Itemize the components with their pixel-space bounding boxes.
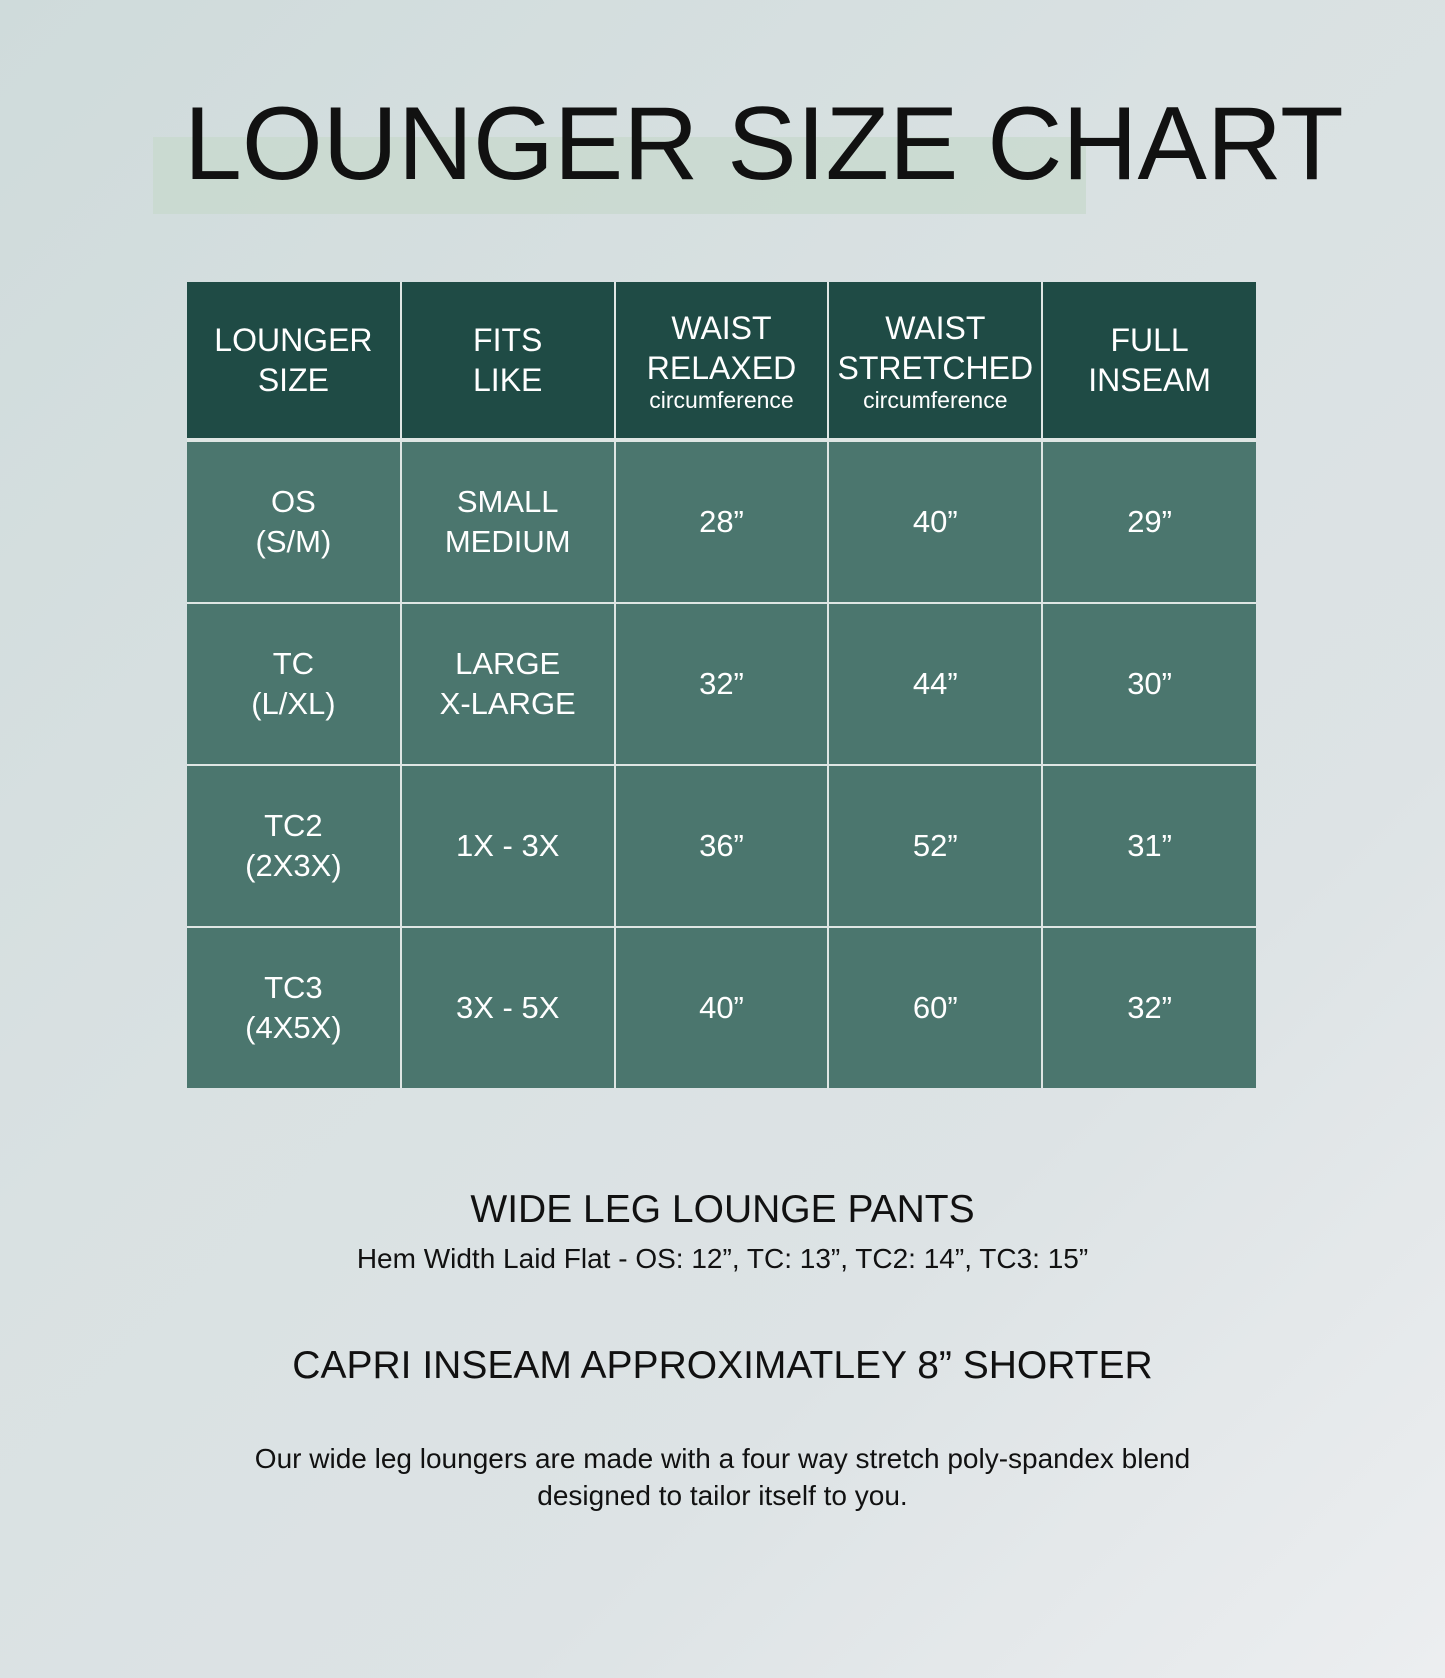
column-header: WAIST STRETCHED circumference [827, 282, 1044, 441]
column-header: FITS LIKE [399, 282, 616, 441]
waist-stretched-cell: 40” [827, 439, 1044, 604]
wide-leg-heading: WIDE LEG LOUNGE PANTS [470, 1188, 975, 1231]
size-code: TC2 [264, 808, 323, 843]
table-row: TC2 (2X3X) 1X - 3X 36” 52” 31” [187, 764, 1256, 928]
waist-relaxed-cell: 36” [613, 764, 830, 928]
fit-line2: X-LARGE [439, 686, 576, 721]
header-line1: FITS [473, 322, 543, 358]
size-cell: TC2 (2X3X) [187, 764, 402, 928]
header-line2: LIKE [473, 362, 543, 398]
size-chart-table: LOUNGER SIZE FITS LIKE WAIST RELAXED circumfer… [187, 282, 1256, 1088]
header-line1: WAIST [671, 310, 772, 346]
header-line1: WAIST [885, 310, 986, 346]
header-sub: circumference [649, 387, 794, 413]
header-row: LOUNGER SIZE FITS LIKE WAIST RELAXED circumfer… [187, 282, 1256, 441]
page-title: LOUNGER SIZE CHART [184, 86, 1344, 202]
header-line1: FULL [1110, 322, 1189, 358]
waist-stretched-value: 60” [912, 990, 958, 1025]
waist-stretched-value: 40” [912, 504, 958, 539]
waist-stretched-cell: 60” [827, 926, 1044, 1088]
waist-relaxed-value: 28” [699, 504, 744, 539]
description-line-1: Our wide leg loungers are made with a fo… [254, 1443, 1191, 1474]
inseam-value: 32” [1127, 990, 1172, 1025]
column-header: WAIST RELAXED circumference [613, 282, 830, 441]
inseam-value: 30” [1127, 666, 1172, 701]
column-header: LOUNGER SIZE [187, 282, 402, 441]
header-sub: circumference [863, 387, 1008, 413]
size-code: TC [272, 646, 315, 681]
waist-relaxed-value: 32” [699, 666, 744, 701]
size-range: (2X3X) [245, 848, 342, 883]
waist-stretched-value: 44” [912, 666, 958, 701]
fit-line1: LARGE [455, 646, 561, 681]
fits-like-cell: 1X - 3X [399, 764, 616, 928]
waist-stretched-value: 52” [912, 828, 958, 863]
header-line2: RELAXED [646, 350, 797, 386]
waist-stretched-cell: 44” [827, 602, 1044, 766]
size-code: TC3 [264, 970, 323, 1005]
table-row: OS (S/M) SMALL MEDIUM 28” 40” 29” [187, 439, 1256, 604]
inseam-value: 29” [1127, 504, 1172, 539]
size-range: (4X5X) [245, 1010, 342, 1045]
fit-line1: 3X - 5X [456, 990, 560, 1025]
fit-line1: 1X - 3X [456, 828, 560, 863]
inseam-value: 31” [1127, 828, 1172, 863]
fit-line2: MEDIUM [444, 524, 571, 559]
waist-relaxed-value: 36” [699, 828, 744, 863]
inseam-cell: 31” [1041, 764, 1256, 928]
hem-width-text: Hem Width Laid Flat - OS: 12”, TC: 13”, … [356, 1243, 1089, 1274]
header-line2: SIZE [257, 362, 329, 398]
header-line1: LOUNGER [214, 322, 373, 358]
table-row: TC3 (4X5X) 3X - 5X 40” 60” 32” [187, 926, 1256, 1088]
size-cell: TC3 (4X5X) [187, 926, 402, 1088]
inseam-cell: 29” [1041, 439, 1256, 604]
waist-relaxed-cell: 28” [613, 439, 830, 604]
title-highlight [153, 137, 1086, 214]
fits-like-cell: SMALL MEDIUM [399, 439, 616, 604]
header-line2: STRETCHED [837, 350, 1034, 386]
fit-line1: SMALL [456, 484, 559, 519]
inseam-cell: 32” [1041, 926, 1256, 1088]
waist-stretched-cell: 52” [827, 764, 1044, 928]
waist-relaxed-cell: 40” [613, 926, 830, 1088]
size-code: OS [271, 484, 316, 519]
fits-like-cell: LARGE X-LARGE [399, 602, 616, 766]
capri-note: CAPRI INSEAM APPROXIMATLEY 8” SHORTER [292, 1344, 1153, 1387]
header-line2: INSEAM [1088, 362, 1211, 398]
size-range: (L/XL) [251, 686, 336, 721]
waist-relaxed-value: 40” [699, 990, 744, 1025]
size-range: (S/M) [255, 524, 332, 559]
table-row: TC (L/XL) LARGE X-LARGE 32” 44” 30” [187, 602, 1256, 766]
inseam-cell: 30” [1041, 602, 1256, 766]
size-cell: OS (S/M) [187, 439, 402, 604]
description-line-2: designed to tailor itself to you. [537, 1480, 908, 1511]
column-header: FULL INSEAM [1041, 282, 1256, 441]
waist-relaxed-cell: 32” [613, 602, 830, 766]
size-cell: TC (L/XL) [187, 602, 402, 766]
fits-like-cell: 3X - 5X [399, 926, 616, 1088]
